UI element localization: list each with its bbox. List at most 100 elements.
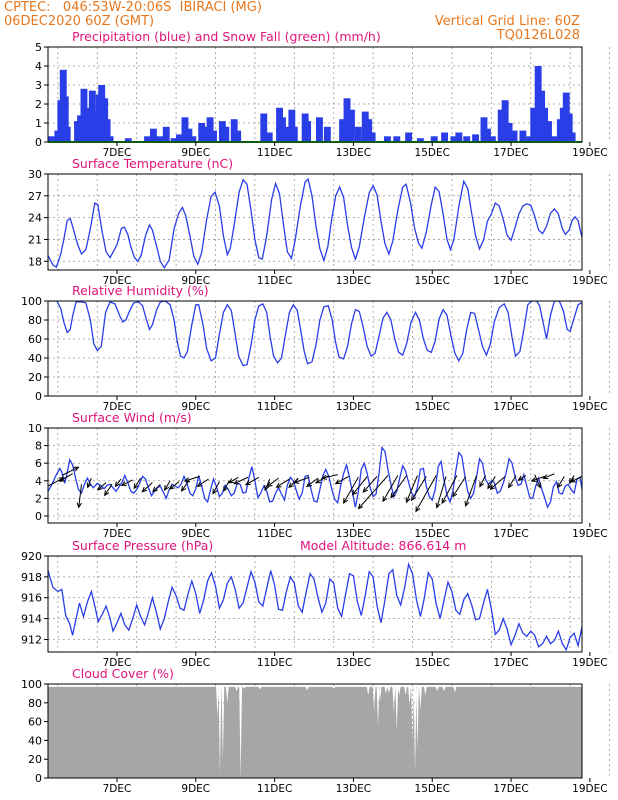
- precip-bar: [170, 138, 178, 142]
- plot-area: [48, 556, 582, 652]
- precip-bar: [149, 128, 157, 142]
- wind-arrowhead: [479, 481, 485, 488]
- precip-bar: [90, 111, 98, 142]
- panel-title: Cloud Cover (%): [72, 666, 174, 681]
- panel-wind: [44, 427, 610, 527]
- wind-vector: [78, 484, 82, 508]
- x-tick-label: 11DEC: [257, 657, 292, 669]
- x-tick-label: 19DEC: [572, 528, 607, 540]
- x-tick-label: 11DEC: [257, 401, 292, 413]
- precip-bar: [181, 117, 189, 142]
- x-tick-label: 9DEC: [181, 147, 210, 159]
- wind-arrowhead: [73, 466, 80, 472]
- x-tick-label: 19DEC: [572, 275, 607, 287]
- x-tick-label: 7DEC: [103, 147, 132, 159]
- wind-vector: [114, 478, 122, 487]
- x-tick-label: 7DEC: [103, 401, 132, 413]
- wind-vector: [321, 474, 338, 479]
- y-tick-label: 1: [35, 117, 42, 130]
- wind-arrowhead: [305, 481, 312, 488]
- precip-bar: [441, 132, 449, 142]
- y-tick-label: 20: [28, 371, 42, 384]
- y-tick-label: 918: [21, 571, 42, 584]
- y-tick-label: 10: [28, 422, 42, 435]
- wind-vector: [61, 466, 79, 476]
- x-tick-label: 9DEC: [181, 528, 210, 540]
- wind-arrowhead: [464, 500, 470, 507]
- precip-bar: [124, 138, 132, 142]
- y-tick-label: 2: [35, 492, 42, 505]
- plot-frame: [47, 427, 583, 524]
- y-tick-label: 916: [21, 592, 42, 605]
- y-tick-label: 100: [21, 295, 42, 308]
- wind-vector: [490, 476, 506, 490]
- y-tick-label: 3: [35, 79, 42, 92]
- wind-arrowhead: [104, 490, 110, 497]
- wind-vector: [223, 480, 230, 492]
- precip-bar: [103, 119, 111, 142]
- precip-bar: [545, 121, 552, 142]
- wind-arrowhead: [362, 487, 369, 493]
- y-tick-label: 27: [28, 190, 42, 203]
- rh-line: [48, 301, 582, 367]
- wind-vector: [508, 475, 517, 488]
- plot-frame: [47, 555, 583, 653]
- wind-arrowhead: [536, 482, 541, 489]
- wind-arrowhead: [133, 483, 139, 490]
- precip-bar: [505, 123, 513, 142]
- precip-bar: [222, 126, 230, 142]
- x-tick-label: 17DEC: [493, 147, 528, 159]
- y-tick-label: 2: [35, 98, 42, 111]
- panel-title: Surface Wind (m/s): [72, 410, 192, 425]
- wind-arrowhead: [180, 485, 187, 492]
- x-tick-label: 19DEC: [572, 401, 607, 413]
- precip-bar: [315, 117, 323, 142]
- wind-arrowhead: [435, 502, 441, 509]
- wind-arrowhead: [441, 498, 447, 505]
- wind-vector: [557, 476, 565, 488]
- plot-frame: [47, 300, 583, 397]
- plot-frame: [47, 46, 583, 143]
- precip-bar: [430, 136, 438, 142]
- x-tick-label: 9DEC: [181, 401, 210, 413]
- precip-bar: [488, 136, 496, 142]
- wind-arrowhead: [141, 486, 148, 493]
- wind-vector: [228, 476, 239, 484]
- precip-bar: [189, 136, 197, 142]
- wind-arrowhead: [351, 489, 358, 496]
- x-tick-label: 13DEC: [336, 275, 371, 287]
- wind-arrowhead: [76, 502, 82, 509]
- wind-arrowhead: [405, 497, 411, 504]
- wind-vector: [141, 482, 153, 493]
- precip-bar: [234, 130, 242, 142]
- x-tick-label: 9DEC: [181, 783, 210, 795]
- wind-vector: [267, 477, 279, 487]
- precip-bar: [339, 119, 347, 142]
- wind-arrowhead: [569, 477, 576, 483]
- precip-bar: [206, 117, 214, 142]
- precip-bar: [198, 123, 206, 142]
- x-tick-label: 9DEC: [181, 657, 210, 669]
- wind-vector: [212, 481, 220, 494]
- wind-arrowhead: [293, 478, 300, 484]
- y-tick-label: 21: [28, 233, 42, 246]
- x-tick-label: 15DEC: [415, 783, 450, 795]
- precip-bar: [568, 132, 576, 142]
- y-tick-label: 0: [35, 136, 42, 149]
- x-tick-label: 17DEC: [493, 783, 528, 795]
- y-tick-label: 912: [21, 633, 42, 646]
- wind-vector: [534, 474, 541, 488]
- wind-arrowhead: [288, 482, 294, 489]
- precip-bar: [106, 136, 114, 142]
- y-tick-label: 80: [28, 314, 42, 327]
- y-tick-label: 0: [35, 390, 42, 403]
- wind-arrowhead: [487, 483, 493, 490]
- wind-vector: [59, 473, 73, 482]
- x-tick-label: 17DEC: [493, 401, 528, 413]
- precip-bar: [510, 130, 518, 142]
- precip-bar: [565, 113, 573, 142]
- precip-bar: [416, 138, 424, 142]
- plot-area: [48, 428, 582, 523]
- wind-arrowhead: [390, 492, 396, 499]
- wind-arrowhead: [382, 496, 388, 503]
